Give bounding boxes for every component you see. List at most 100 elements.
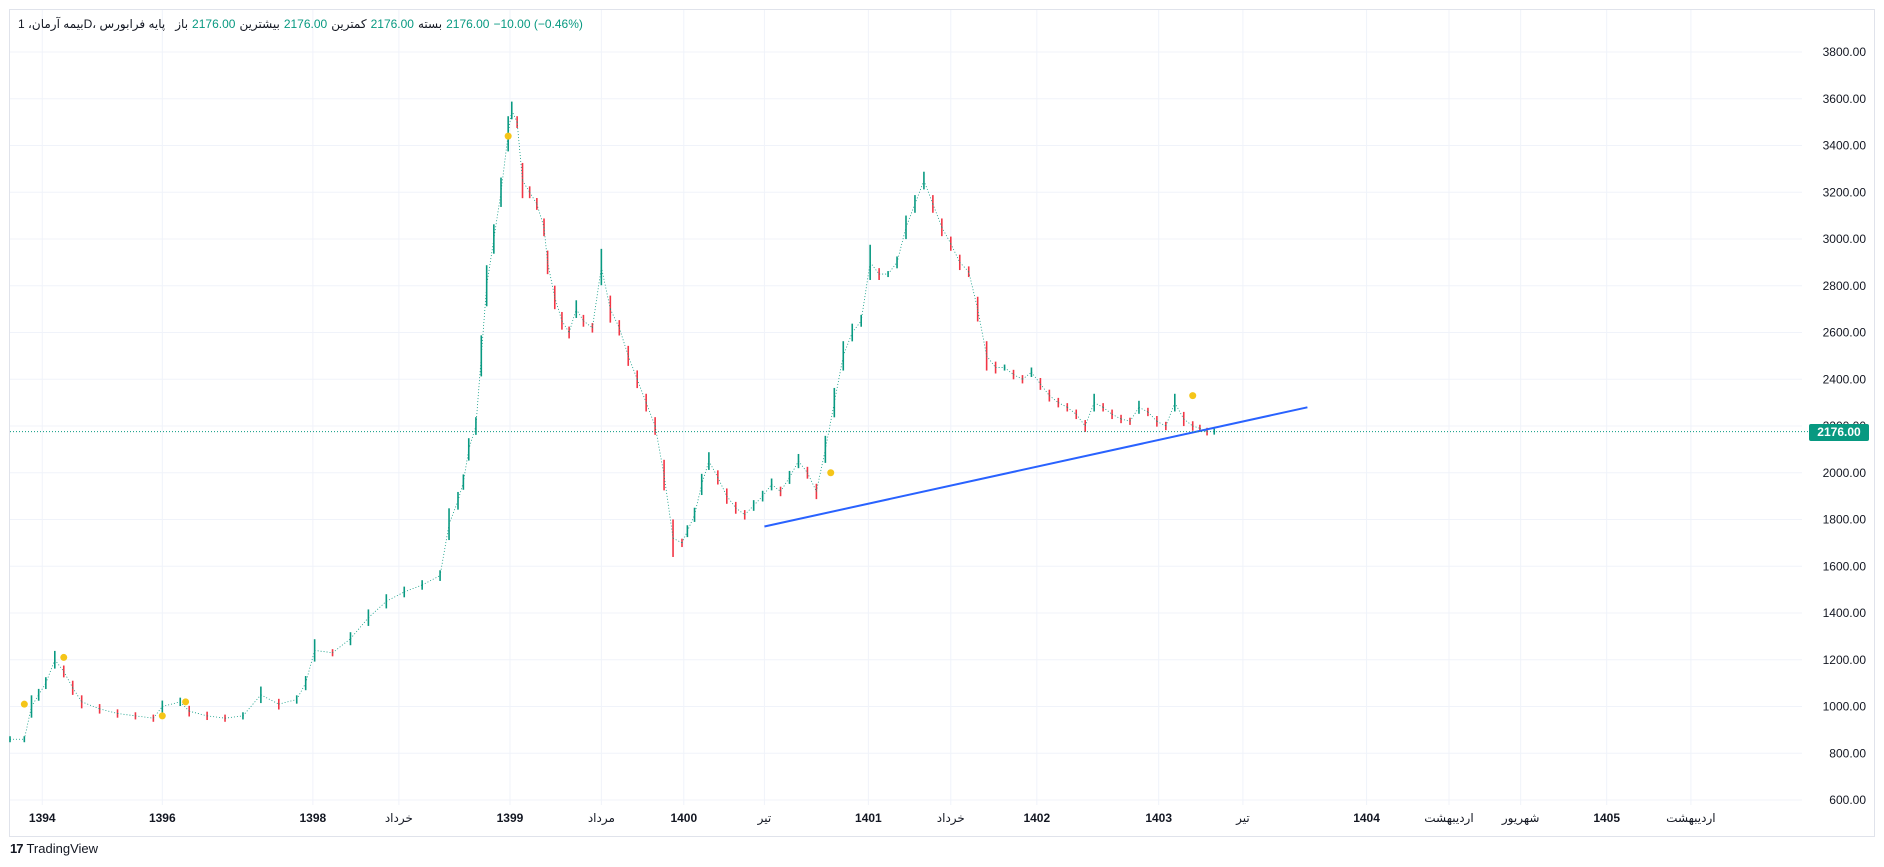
price-path-segment — [1031, 371, 1041, 385]
x-tick-label: 1402 — [1023, 811, 1050, 825]
open-label: باز — [175, 17, 189, 31]
price-path-segment — [462, 449, 470, 483]
x-tick-label: 1396 — [149, 811, 176, 825]
trendline-layer[interactable] — [764, 406, 1308, 528]
price-path-segment — [486, 238, 495, 286]
dividend-marker[interactable] — [827, 469, 835, 477]
price-path-segment — [789, 460, 799, 478]
dividend-marker[interactable] — [60, 653, 68, 661]
price-path-segment — [507, 110, 513, 134]
price-path-segment — [816, 449, 826, 492]
y-axis[interactable]: 3800.00 3600.00 3400.00 3200.00 3000.00 2800.… — [1823, 45, 1867, 807]
price-path-segment — [1102, 406, 1113, 415]
y-tick-label: 2400.00 — [1823, 372, 1867, 386]
price-path-segment — [493, 192, 502, 240]
price-path-segment — [744, 505, 754, 516]
price-path-segment — [575, 308, 584, 322]
dividend-marker[interactable] — [20, 700, 28, 708]
x-tick-label: 1405 — [1593, 811, 1620, 825]
price-path-segment — [950, 243, 961, 263]
price-path-segment — [914, 180, 925, 205]
price-path-segment — [207, 715, 226, 719]
price-path-segment — [153, 706, 163, 719]
price-path-segment — [278, 699, 297, 705]
price-path-segment — [609, 308, 620, 328]
price-path-segment — [905, 203, 916, 228]
dividend-marker[interactable] — [1189, 392, 1197, 400]
price-path-segment — [54, 659, 65, 672]
price-path-segment — [1040, 383, 1050, 396]
x-tick-label: اردیبهشت — [1666, 811, 1715, 826]
tradingview-brand[interactable]: 17 TradingView — [10, 841, 98, 856]
price-path-segment — [1174, 402, 1185, 420]
price-path-segment — [1192, 425, 1201, 429]
trendline[interactable] — [764, 406, 1308, 528]
price-path-segment — [536, 203, 545, 228]
price-path-segment — [1075, 414, 1086, 427]
y-tick-label: 1000.00 — [1823, 700, 1867, 714]
price-path-segment — [475, 355, 482, 427]
y-tick-label: 1200.00 — [1823, 653, 1867, 667]
price-path-segment — [31, 694, 40, 707]
x-axis[interactable]: 1394 1396 1398 خرداد 1399 مرداد 1400 تیر 1401 خرد… — [29, 811, 1716, 826]
x-tick-label: 1401 — [855, 811, 882, 825]
open-value: 2176.00 — [192, 17, 236, 31]
price-path-segment — [833, 355, 844, 403]
dividend-marker[interactable] — [504, 132, 512, 140]
event-markers[interactable] — [20, 132, 1197, 720]
symbol-title[interactable]: بیمه آرمان، 1D، پایه فرابورس — [18, 17, 166, 31]
chart-frame — [9, 9, 1875, 837]
price-path-segment — [242, 694, 262, 717]
y-tick-label: 3400.00 — [1823, 139, 1867, 153]
price-path-segment — [38, 682, 47, 696]
high-value: 2176.00 — [283, 17, 328, 31]
x-tick-label: 1403 — [1145, 811, 1172, 825]
price-path-segment — [842, 332, 853, 357]
close-label: بسته — [417, 17, 443, 31]
price-path-segment — [63, 671, 74, 688]
price-path-segment — [1058, 402, 1068, 408]
price-path-segment — [1013, 374, 1023, 380]
close-value: 2176.00 — [446, 17, 490, 31]
price-path-segment — [568, 309, 577, 333]
price-path-segment — [516, 122, 523, 181]
price-path-segment — [941, 227, 952, 244]
price-path-segment — [645, 402, 656, 427]
price-path-segment — [807, 472, 817, 492]
price-path-segment — [350, 617, 369, 639]
price-path-segment — [887, 262, 898, 275]
low-value: 2176.00 — [370, 17, 414, 31]
price-path-segment — [99, 708, 118, 714]
y-tick-label: 2000.00 — [1823, 466, 1867, 480]
y-tick-label: 1800.00 — [1823, 513, 1867, 527]
price-path-segment — [583, 320, 593, 329]
price-path-segment — [179, 701, 190, 712]
ohlc-legend: بیمه آرمان، 1D، پایه فرابورس باز 2176.00… — [18, 17, 583, 31]
price-path-segment — [260, 694, 279, 705]
y-tick-label: 3800.00 — [1823, 45, 1867, 59]
price-path-segment — [896, 227, 907, 263]
price-path-segment — [701, 460, 710, 485]
x-tick-label: 1400 — [670, 811, 697, 825]
price-path-segment — [762, 484, 772, 497]
price-path-segment — [1022, 371, 1032, 380]
price-path-segment — [23, 706, 32, 740]
price-path-segment — [1138, 406, 1149, 413]
x-tick-label: 1398 — [299, 811, 326, 825]
y-tick-label: 600.00 — [1829, 793, 1866, 807]
price-path-segment — [1049, 395, 1059, 403]
price-path-segment — [708, 460, 719, 478]
price-path-segment — [421, 575, 441, 586]
dividend-marker[interactable] — [182, 698, 190, 706]
price-path-segment — [753, 495, 763, 506]
price-path-segment — [780, 477, 790, 492]
price-path-segment — [1183, 418, 1193, 427]
high-label: بیشترین — [239, 17, 280, 31]
price-path-segment — [592, 266, 602, 328]
dividend-marker[interactable] — [158, 712, 166, 720]
price-path-segment — [923, 180, 934, 205]
price-path-segment — [547, 262, 556, 298]
price-path-segment — [468, 425, 477, 450]
price-path-segment — [522, 180, 531, 193]
